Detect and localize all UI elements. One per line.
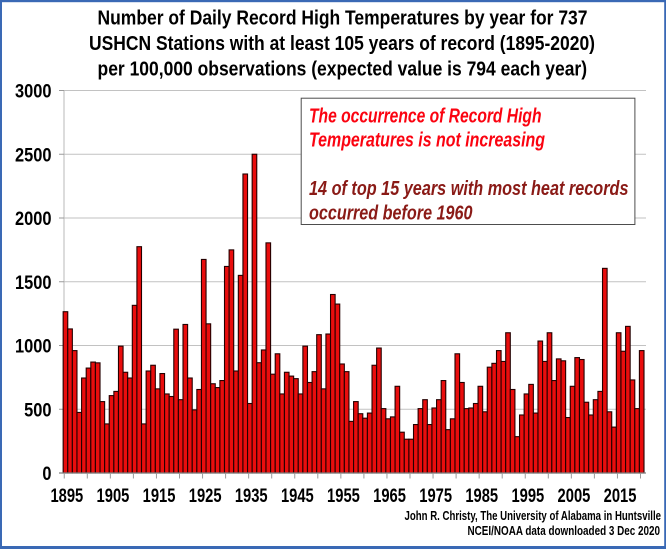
svg-text:1935: 1935 bbox=[235, 486, 268, 507]
svg-text:occurred before 1960: occurred before 1960 bbox=[309, 202, 473, 225]
svg-text:500: 500 bbox=[24, 399, 52, 421]
svg-text:The occurrence of Record High: The occurrence of Record High bbox=[309, 104, 542, 127]
svg-text:NCEI/NOAA data downloaded 3 De: NCEI/NOAA data downloaded 3 Dec 2020 bbox=[468, 523, 661, 538]
svg-text:1955: 1955 bbox=[327, 486, 360, 507]
svg-text:2500: 2500 bbox=[15, 144, 52, 166]
svg-text:1500: 1500 bbox=[15, 272, 52, 294]
svg-text:Number of Daily Record High Te: Number of Daily Record High Temperatures… bbox=[98, 8, 588, 30]
svg-text:1985: 1985 bbox=[465, 486, 498, 507]
svg-text:1975: 1975 bbox=[419, 486, 452, 507]
svg-text:1000: 1000 bbox=[15, 336, 52, 358]
svg-text:1895: 1895 bbox=[50, 486, 83, 507]
svg-text:1925: 1925 bbox=[189, 486, 222, 507]
svg-text:14 of top 15 years with most h: 14 of top 15 years with most heat record… bbox=[309, 177, 629, 200]
svg-text:3000: 3000 bbox=[15, 81, 52, 103]
svg-text:0: 0 bbox=[42, 463, 51, 485]
svg-text:2015: 2015 bbox=[604, 486, 637, 507]
svg-text:1905: 1905 bbox=[97, 486, 130, 507]
svg-text:1915: 1915 bbox=[143, 486, 176, 507]
svg-text:Temperatures is not increasing: Temperatures is not increasing bbox=[309, 129, 545, 152]
svg-text:per 100,000 observations (expe: per 100,000 observations (expected value… bbox=[98, 59, 588, 81]
svg-text:John R. Christy, The Universit: John R. Christy, The University of Alaba… bbox=[405, 508, 662, 523]
svg-text:1945: 1945 bbox=[281, 486, 314, 507]
svg-text:USHCN Stations with at least 1: USHCN Stations with at least 105 years o… bbox=[89, 33, 595, 55]
svg-text:2005: 2005 bbox=[558, 486, 591, 507]
svg-text:2000: 2000 bbox=[15, 208, 52, 230]
svg-text:1995: 1995 bbox=[511, 486, 544, 507]
svg-text:1965: 1965 bbox=[373, 486, 406, 507]
